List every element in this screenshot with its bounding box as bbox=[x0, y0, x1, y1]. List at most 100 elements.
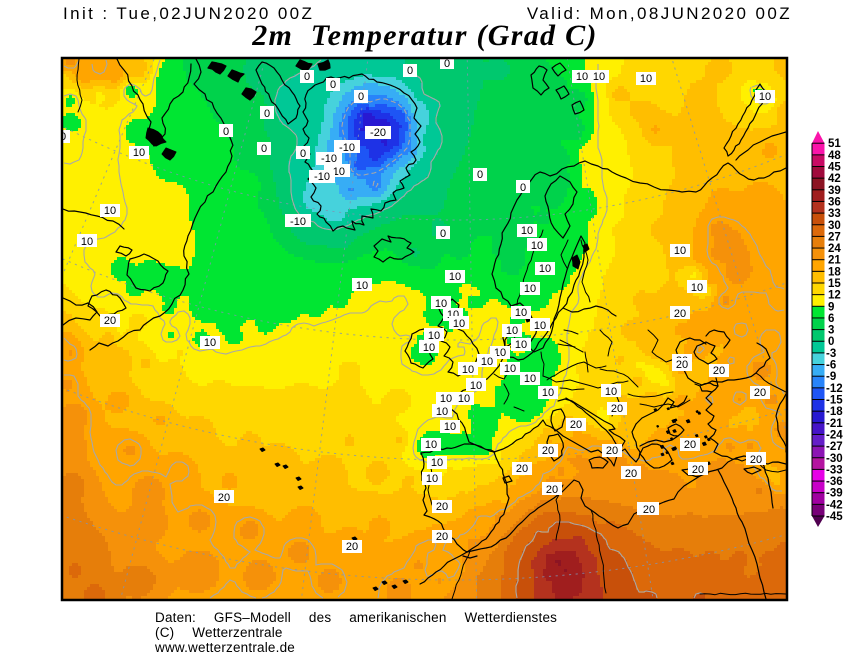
svg-text:10: 10 bbox=[640, 73, 652, 85]
svg-text:0: 0 bbox=[440, 228, 446, 240]
svg-text:45: 45 bbox=[828, 162, 841, 174]
svg-text:0: 0 bbox=[304, 71, 310, 83]
svg-text:-15: -15 bbox=[826, 395, 843, 407]
svg-text:51: 51 bbox=[828, 138, 841, 150]
svg-text:10: 10 bbox=[534, 320, 546, 332]
svg-text:20: 20 bbox=[606, 445, 618, 457]
svg-text:20: 20 bbox=[684, 439, 696, 451]
svg-text:10: 10 bbox=[423, 342, 435, 354]
svg-text:6: 6 bbox=[828, 313, 834, 325]
svg-text:10: 10 bbox=[54, 131, 66, 143]
svg-text:10: 10 bbox=[435, 298, 447, 310]
svg-text:-24: -24 bbox=[826, 429, 843, 441]
svg-text:-30: -30 bbox=[826, 453, 843, 465]
svg-text:0: 0 bbox=[300, 148, 306, 160]
svg-text:10: 10 bbox=[524, 373, 536, 385]
svg-text:-10: -10 bbox=[290, 216, 306, 228]
svg-text:10: 10 bbox=[674, 245, 686, 257]
svg-text:18: 18 bbox=[828, 266, 841, 278]
svg-text:-12: -12 bbox=[826, 383, 843, 395]
svg-text:12: 12 bbox=[828, 290, 841, 302]
svg-text:0: 0 bbox=[261, 143, 267, 155]
svg-text:-36: -36 bbox=[826, 476, 843, 488]
svg-text:20: 20 bbox=[750, 454, 762, 466]
svg-text:10: 10 bbox=[431, 457, 443, 469]
svg-text:10: 10 bbox=[81, 236, 93, 248]
svg-text:15: 15 bbox=[828, 278, 841, 290]
svg-text:27: 27 bbox=[828, 231, 841, 243]
svg-text:10: 10 bbox=[444, 421, 456, 433]
svg-text:-10: -10 bbox=[321, 153, 337, 165]
svg-text:10: 10 bbox=[539, 263, 551, 275]
svg-text:20: 20 bbox=[611, 403, 623, 415]
svg-text:0: 0 bbox=[444, 58, 450, 70]
svg-text:-9: -9 bbox=[826, 371, 836, 383]
svg-text:10: 10 bbox=[440, 393, 452, 405]
svg-text:20: 20 bbox=[570, 419, 582, 431]
svg-text:10: 10 bbox=[531, 240, 543, 252]
svg-text:20: 20 bbox=[546, 484, 558, 496]
svg-text:10: 10 bbox=[426, 473, 438, 485]
svg-text:10: 10 bbox=[605, 386, 617, 398]
svg-text:-33: -33 bbox=[826, 464, 843, 476]
svg-text:0: 0 bbox=[358, 91, 364, 103]
svg-text:-3: -3 bbox=[826, 348, 836, 360]
svg-text:-20: -20 bbox=[370, 127, 386, 139]
svg-text:20: 20 bbox=[436, 501, 448, 513]
svg-text:24: 24 bbox=[828, 243, 841, 255]
svg-text:30: 30 bbox=[828, 220, 841, 232]
svg-text:-10: -10 bbox=[339, 142, 355, 154]
svg-text:20: 20 bbox=[754, 387, 766, 399]
svg-text:10: 10 bbox=[428, 330, 440, 342]
svg-text:10: 10 bbox=[542, 387, 554, 399]
svg-text:10: 10 bbox=[759, 91, 771, 103]
svg-text:0: 0 bbox=[264, 108, 270, 120]
svg-text:0: 0 bbox=[520, 182, 526, 194]
svg-text:10: 10 bbox=[515, 339, 527, 351]
svg-text:10: 10 bbox=[453, 318, 465, 330]
svg-text:20: 20 bbox=[692, 464, 704, 476]
svg-text:10: 10 bbox=[204, 337, 216, 349]
svg-text:10: 10 bbox=[576, 71, 588, 83]
svg-text:20: 20 bbox=[436, 531, 448, 543]
svg-text:10: 10 bbox=[506, 325, 518, 337]
svg-text:10: 10 bbox=[593, 71, 605, 83]
svg-text:10: 10 bbox=[133, 147, 145, 159]
svg-text:36: 36 bbox=[828, 196, 841, 208]
svg-text:-6: -6 bbox=[826, 360, 836, 372]
svg-text:0: 0 bbox=[407, 65, 413, 77]
svg-text:-27: -27 bbox=[826, 441, 843, 453]
svg-text:33: 33 bbox=[828, 208, 841, 220]
svg-text:0: 0 bbox=[828, 336, 834, 348]
svg-text:0: 0 bbox=[223, 126, 229, 138]
svg-text:10: 10 bbox=[481, 356, 493, 368]
svg-text:20: 20 bbox=[674, 308, 686, 320]
svg-text:10: 10 bbox=[462, 364, 474, 376]
svg-text:20: 20 bbox=[542, 445, 554, 457]
svg-text:10: 10 bbox=[504, 363, 516, 375]
svg-text:20: 20 bbox=[643, 504, 655, 516]
svg-text:20: 20 bbox=[346, 541, 358, 553]
svg-text:-45: -45 bbox=[826, 511, 843, 523]
svg-text:20: 20 bbox=[516, 463, 528, 475]
svg-text:10: 10 bbox=[691, 282, 703, 294]
svg-text:42: 42 bbox=[828, 173, 841, 185]
svg-text:10: 10 bbox=[436, 406, 448, 418]
svg-text:10: 10 bbox=[425, 439, 437, 451]
svg-text:10: 10 bbox=[104, 205, 116, 217]
svg-text:9: 9 bbox=[828, 301, 834, 313]
svg-text:-18: -18 bbox=[826, 406, 843, 418]
svg-text:21: 21 bbox=[828, 255, 841, 267]
svg-text:-39: -39 bbox=[826, 488, 843, 500]
svg-text:0: 0 bbox=[477, 169, 483, 181]
svg-text:10: 10 bbox=[470, 380, 482, 392]
svg-text:20: 20 bbox=[218, 492, 230, 504]
svg-text:20: 20 bbox=[625, 468, 637, 480]
svg-text:10: 10 bbox=[458, 393, 470, 405]
svg-text:10: 10 bbox=[524, 283, 536, 295]
svg-text:0: 0 bbox=[330, 79, 336, 91]
svg-text:10: 10 bbox=[449, 271, 461, 283]
svg-text:10: 10 bbox=[356, 280, 368, 292]
svg-text:10: 10 bbox=[521, 225, 533, 237]
svg-text:-10: -10 bbox=[314, 171, 330, 183]
